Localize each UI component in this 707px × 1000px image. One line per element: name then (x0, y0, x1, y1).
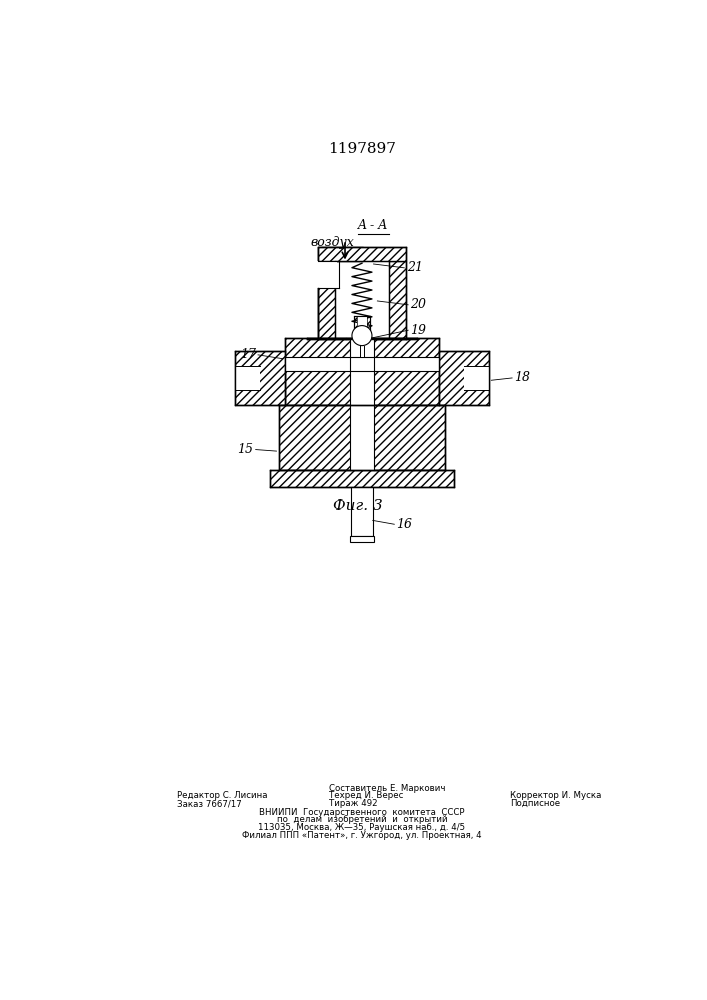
Bar (235, 351, 285, 405)
Text: 18: 18 (515, 371, 530, 384)
Bar (439, 351, 489, 405)
Text: 16: 16 (397, 518, 413, 531)
Bar (318, 247, 363, 261)
Bar (360, 346, 364, 357)
Text: Фиг. 3: Фиг. 3 (333, 499, 383, 513)
Bar (279, 405, 445, 470)
Bar (351, 487, 373, 536)
Text: Составитель Е. Маркович: Составитель Е. Маркович (329, 784, 445, 793)
Text: Заказ 7667/17: Заказ 7667/17 (177, 799, 242, 808)
Bar (350, 536, 374, 542)
Circle shape (352, 326, 372, 346)
Bar (317, 261, 337, 288)
Text: Тираж 492: Тираж 492 (329, 799, 378, 808)
Text: 21: 21 (407, 261, 423, 274)
Text: Техред И. Верес: Техред И. Верес (329, 791, 403, 800)
Text: Редактор С. Лисина: Редактор С. Лисина (177, 791, 268, 800)
Text: 20: 20 (411, 298, 426, 311)
Text: Филиал ППП «Патент», г. Ужгород, ул. Проектная, 4: Филиал ППП «Патент», г. Ужгород, ул. Про… (242, 831, 481, 840)
Bar (318, 247, 406, 261)
Bar (346, 338, 378, 339)
Text: 17: 17 (240, 348, 257, 361)
Text: 19: 19 (411, 324, 426, 337)
Bar (354, 316, 370, 339)
Text: 15: 15 (238, 443, 253, 456)
Text: ВНИИПИ  Государственного  комитета  СССР: ВНИИПИ Государственного комитета СССР (259, 808, 464, 817)
Text: по  делам  изобретений  и  открытий: по делам изобретений и открытий (276, 815, 448, 824)
Text: Корректор И. Муска: Корректор И. Муска (510, 791, 601, 800)
Bar (285, 338, 439, 405)
Text: 113035, Москва, Ж—35, Раушская наб., д. 4/5: 113035, Москва, Ж—35, Раушская наб., д. … (258, 823, 465, 832)
Text: воздух: воздух (310, 236, 354, 249)
Bar (235, 366, 259, 389)
Bar (307, 338, 417, 339)
Bar (335, 261, 389, 339)
Bar (356, 316, 368, 339)
Bar (350, 338, 374, 405)
Text: A - A: A - A (358, 219, 389, 232)
Text: Подписное: Подписное (510, 799, 560, 808)
Bar (285, 357, 439, 371)
Bar (269, 470, 455, 487)
Bar (350, 405, 374, 470)
Bar (318, 261, 335, 339)
Bar (464, 366, 489, 389)
Text: 1197897: 1197897 (328, 142, 396, 156)
Bar (389, 261, 406, 339)
